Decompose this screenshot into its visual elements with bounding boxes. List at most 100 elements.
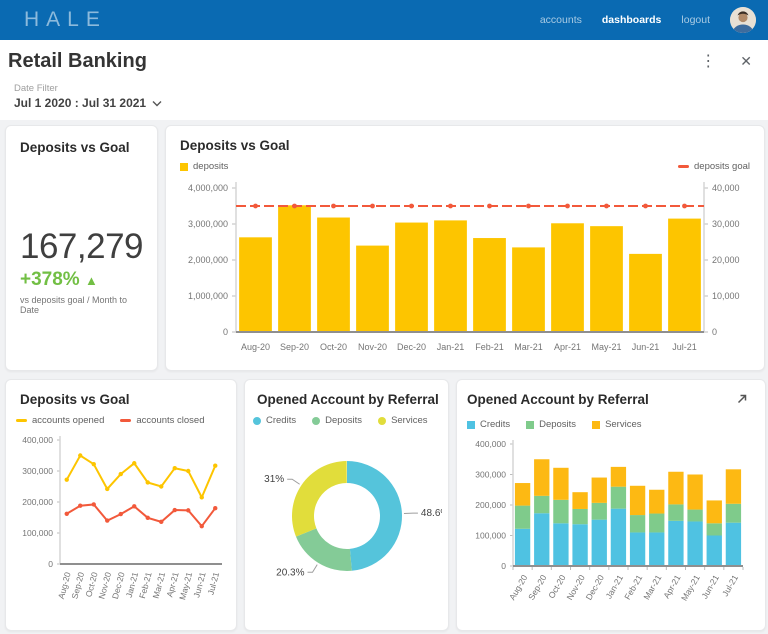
legend-item-credits[interactable]: Credits [253, 415, 296, 426]
svg-text:Nov-20: Nov-20 [358, 342, 387, 352]
legend-item-deposits-goal[interactable]: deposits goal [678, 161, 750, 172]
up-triangle-icon: ▲ [85, 273, 98, 288]
legend-label: Services [391, 415, 427, 426]
svg-text:100,000: 100,000 [22, 528, 53, 538]
app-logo: HALE [24, 8, 107, 32]
legend-label: Credits [266, 415, 296, 426]
svg-text:300,000: 300,000 [22, 466, 53, 476]
square-marker-icon [180, 163, 188, 171]
svg-text:30,000: 30,000 [712, 219, 740, 229]
referral-stacked-chart: 0100,000200,000300,000400,000Aug-20Sep-2… [467, 432, 753, 633]
referral-stacked-legend: Credits Deposits Services [467, 419, 753, 430]
row-top: Deposits vs Goal 167,279 +378% ▲ vs depo… [5, 125, 763, 371]
page-title: Retail Banking [8, 50, 147, 73]
square-marker-icon [467, 421, 475, 429]
expand-icon[interactable] [735, 392, 749, 411]
svg-text:Jul-21: Jul-21 [720, 573, 740, 598]
svg-text:300,000: 300,000 [475, 470, 506, 480]
kpi-delta-text: +378% [20, 269, 80, 290]
svg-text:0: 0 [48, 559, 53, 569]
nav-accounts[interactable]: accounts [540, 14, 582, 26]
nav-logout[interactable]: logout [681, 14, 710, 26]
deposits-bar-title: Deposits vs Goal [180, 138, 750, 153]
deposits-bar-legend: deposits deposits goal [180, 161, 750, 172]
legend-item-deposits[interactable]: deposits [180, 161, 228, 172]
avatar-image [730, 7, 756, 33]
accounts-line-card: Deposits vs Goal accounts openedaccounts… [5, 379, 237, 631]
svg-text:0: 0 [712, 327, 717, 337]
dashboard: Deposits vs Goal 167,279 +378% ▲ vs depo… [0, 120, 768, 634]
date-filter-label: Date Filter [14, 83, 752, 94]
svg-text:3,000,000: 3,000,000 [188, 219, 228, 229]
svg-text:Dec-20: Dec-20 [584, 573, 606, 602]
legend-item-services[interactable]: Services [378, 415, 427, 426]
close-icon[interactable]: ✕ [740, 53, 752, 70]
legend-item-credits[interactable]: Credits [467, 419, 510, 430]
svg-text:Jan-21: Jan-21 [437, 342, 465, 352]
svg-text:Sep-20: Sep-20 [526, 573, 549, 602]
chevron-down-icon [152, 100, 162, 107]
svg-text:Jun-21: Jun-21 [699, 573, 721, 601]
deposits-bar-chart: 01,000,0002,000,0003,000,0004,000,000010… [180, 174, 750, 365]
svg-text:May-21: May-21 [679, 573, 702, 603]
referral-donut-legend: Credits Deposits Services [253, 415, 440, 426]
legend-label: accounts closed [136, 415, 204, 426]
kpi-card: Deposits vs Goal 167,279 +378% ▲ vs depo… [5, 125, 158, 371]
referral-stacked-title: Opened Account by Referral [467, 392, 649, 407]
date-range-text: Jul 1 2020 : Jul 31 2021 [14, 96, 146, 110]
legend-label: Deposits [325, 415, 362, 426]
svg-text:400,000: 400,000 [22, 435, 53, 445]
legend-label: Deposits [539, 419, 576, 430]
dash-marker-icon [678, 165, 689, 168]
legend-label: Credits [480, 419, 510, 430]
svg-text:20,000: 20,000 [712, 255, 740, 265]
referral-stacked-card: Opened Account by Referral Credits Deposi… [456, 379, 766, 631]
svg-text:0: 0 [223, 327, 228, 337]
svg-text:Sep-20: Sep-20 [280, 342, 309, 352]
header-nav: accounts dashboards logout [540, 7, 756, 33]
square-marker-icon [592, 421, 600, 429]
kpi-title: Deposits vs Goal [20, 140, 143, 155]
legend-label: deposits [193, 161, 228, 172]
legend-item-services[interactable]: Services [592, 419, 641, 430]
svg-text:400,000: 400,000 [475, 439, 506, 449]
svg-text:1,000,000: 1,000,000 [188, 291, 228, 301]
page-header: Retail Banking ⋮ ✕ [0, 40, 768, 75]
svg-text:20.3%: 20.3% [276, 567, 304, 578]
svg-text:2,000,000: 2,000,000 [188, 255, 228, 265]
kebab-menu-icon[interactable]: ⋮ [700, 54, 716, 70]
legend-label: accounts opened [32, 415, 104, 426]
svg-text:May-21: May-21 [591, 342, 621, 352]
legend-label: Services [605, 419, 641, 430]
square-marker-icon [526, 421, 534, 429]
date-filter-value[interactable]: Jul 1 2020 : Jul 31 2021 [14, 96, 752, 110]
svg-text:Feb-21: Feb-21 [475, 342, 504, 352]
svg-text:200,000: 200,000 [475, 500, 506, 510]
legend-item-accounts-closed[interactable]: accounts closed [120, 415, 204, 426]
deposits-bar-card: Deposits vs Goal deposits deposits goal 0… [165, 125, 765, 371]
nav-dashboards[interactable]: dashboards [602, 14, 662, 26]
legend-item-accounts-opened[interactable]: accounts opened [16, 415, 104, 426]
svg-text:Dec-20: Dec-20 [397, 342, 426, 352]
svg-text:Jul-21: Jul-21 [206, 571, 222, 596]
kpi-delta: +378% ▲ [20, 269, 143, 291]
dash-marker-icon [120, 419, 131, 422]
accounts-line-legend: accounts opened accounts closed [16, 415, 226, 426]
svg-text:Apr-21: Apr-21 [554, 342, 581, 352]
svg-text:Oct-20: Oct-20 [320, 342, 347, 352]
referral-donut-chart: 48.6%20.3%31% [253, 428, 440, 625]
user-avatar[interactable] [730, 7, 756, 33]
dot-marker-icon [378, 417, 386, 425]
svg-text:100,000: 100,000 [475, 531, 506, 541]
kpi-value: 167,279 [20, 227, 143, 267]
svg-text:Mar-21: Mar-21 [641, 573, 663, 602]
legend-item-deposits[interactable]: Deposits [312, 415, 362, 426]
svg-text:0: 0 [501, 561, 506, 571]
legend-item-deposits[interactable]: Deposits [526, 419, 576, 430]
legend-label: deposits goal [694, 161, 750, 172]
svg-text:Aug-20: Aug-20 [241, 342, 270, 352]
svg-text:Jul-21: Jul-21 [672, 342, 697, 352]
svg-text:Mar-21: Mar-21 [514, 342, 543, 352]
dash-marker-icon [16, 419, 27, 422]
svg-text:4,000,000: 4,000,000 [188, 183, 228, 193]
